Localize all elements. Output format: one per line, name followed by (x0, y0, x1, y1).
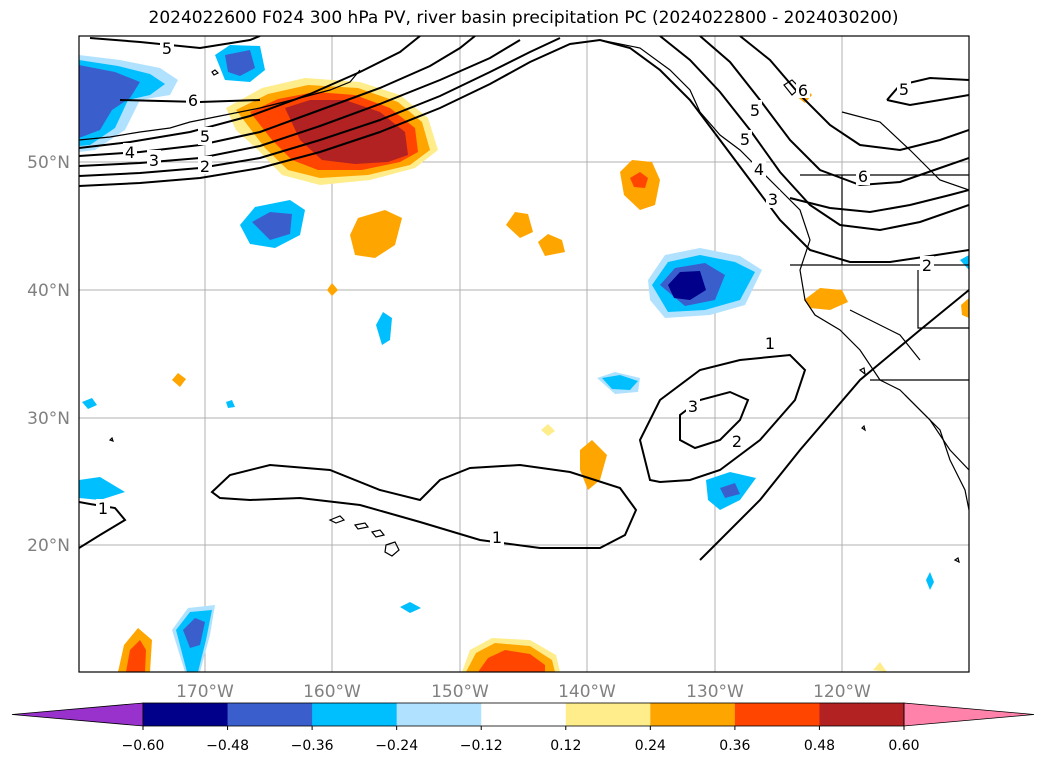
contour-label: 2 (200, 157, 210, 176)
negative-anomaly-shading (79, 45, 969, 672)
contour-label: 3 (688, 397, 698, 416)
contour-labels: 5 6 5 4 3 2 5 5 6 6 5 4 3 2 1 3 2 1 1 (96, 38, 934, 547)
lon-label: 170°W (176, 682, 234, 702)
colorbar-segment (227, 703, 313, 726)
coastlines (79, 39, 969, 564)
pv-contours (79, 36, 969, 561)
colorbar-tick-label: 0.36 (719, 738, 750, 754)
contour-label: 5 (750, 101, 760, 120)
contour-label: 4 (754, 160, 764, 179)
colorbar-segment (396, 703, 482, 726)
contour-label: 2 (732, 432, 742, 451)
colorbar-segment (312, 703, 398, 726)
colorbar-tick-label: −0.24 (375, 738, 418, 754)
colorbar-tick-label: −0.12 (460, 738, 503, 754)
colorbar-segment (143, 703, 229, 726)
colorbar-tick-label: 0.24 (635, 738, 666, 754)
contour-label: 1 (765, 334, 775, 353)
lon-label: 150°W (431, 682, 489, 702)
lat-label: 30°N (27, 409, 70, 429)
colorbar-segment (650, 703, 736, 726)
map-panel (79, 36, 969, 672)
lon-label: 130°W (686, 682, 744, 702)
colorbar-tick-label: 0.48 (804, 738, 835, 754)
colorbar-tick-label: −0.60 (122, 738, 165, 754)
lon-label: 160°W (303, 682, 361, 702)
contour-label: 6 (798, 81, 808, 100)
contour-label: 5 (200, 127, 210, 146)
contour-label: 2 (922, 256, 932, 275)
colorbar-tick-label: −0.36 (291, 738, 334, 754)
contour-label: 6 (858, 167, 868, 186)
contour-label: 4 (125, 143, 135, 162)
colorbar-segment (734, 703, 820, 726)
contour-label: 1 (98, 499, 108, 518)
lon-label: 120°W (813, 682, 871, 702)
colorbar (11, 702, 1035, 730)
map-border (78, 35, 970, 673)
colorbar-extend-high (903, 702, 1035, 727)
contour-label: 1 (492, 528, 502, 547)
lat-label: 40°N (27, 281, 70, 301)
longitude-labels: 170°W 160°W 150°W 140°W 130°W 120°W (176, 682, 871, 702)
contour-label: 3 (149, 151, 159, 170)
lon-label: 140°W (558, 682, 616, 702)
colorbar-segment (819, 703, 905, 726)
colorbar-tick-label: −0.48 (206, 738, 249, 754)
colorbar-extend-low (11, 702, 144, 727)
colorbar-tick-label: 0.12 (550, 738, 581, 754)
contour-label: 3 (768, 190, 778, 209)
contour-label: 5 (162, 39, 172, 58)
lat-label: 20°N (27, 536, 70, 556)
colorbar-outline (142, 702, 905, 727)
colorbar-segment (481, 703, 567, 726)
contour-label: 6 (188, 91, 198, 110)
colorbar-tick-label: 0.60 (888, 738, 919, 754)
colorbar-tick-labels: −0.60 −0.48 −0.36 −0.24 −0.12 0.12 0.24 0.36 0.4… (122, 738, 920, 754)
map-title: 2024022600 F024 300 hPa PV, river basin … (148, 8, 899, 28)
contour-label: 5 (740, 130, 750, 149)
colorbar-segment (565, 703, 651, 726)
lat-label: 50°N (27, 153, 70, 173)
contour-label: 5 (899, 80, 909, 99)
latitude-labels: 50°N 40°N 30°N 20°N (27, 153, 70, 556)
